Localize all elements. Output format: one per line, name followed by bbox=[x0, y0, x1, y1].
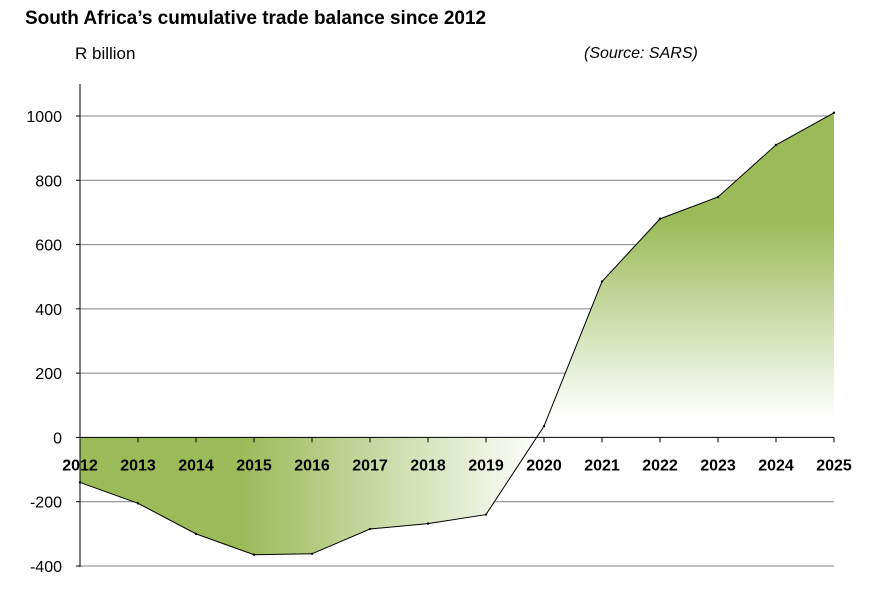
data-point bbox=[542, 424, 546, 428]
data-point bbox=[426, 522, 430, 525]
area-positive bbox=[80, 112, 834, 438]
x-tick-label: 2025 bbox=[816, 457, 852, 474]
x-tick-label: 2017 bbox=[352, 457, 388, 474]
data-point bbox=[832, 111, 836, 114]
y-tick-label: 1000 bbox=[26, 109, 62, 126]
x-tick-label: 2024 bbox=[758, 457, 794, 474]
x-tick-label: 2020 bbox=[526, 457, 562, 474]
data-point bbox=[252, 553, 256, 556]
data-point bbox=[600, 280, 604, 283]
chart-title: South Africa’s cumulative trade balance … bbox=[25, 8, 487, 29]
y-tick-label: 400 bbox=[35, 302, 62, 319]
series-line bbox=[79, 112, 835, 556]
x-tick-label: 2013 bbox=[120, 457, 156, 474]
x-tick-label: 2022 bbox=[642, 457, 678, 474]
x-tick-label: 2023 bbox=[700, 457, 736, 474]
x-tick-label: 2014 bbox=[178, 457, 214, 474]
x-tick-label: 2019 bbox=[468, 457, 504, 474]
y-tick-label: 0 bbox=[53, 430, 62, 447]
y-tick-label: 200 bbox=[35, 366, 62, 383]
y-tick-label: -400 bbox=[30, 559, 62, 576]
data-point bbox=[136, 502, 140, 505]
data-point bbox=[484, 513, 488, 516]
data-point bbox=[368, 527, 372, 531]
x-tick-label: 2012 bbox=[62, 457, 98, 474]
x-tick-label: 2016 bbox=[294, 457, 330, 474]
x-tick-label: 2015 bbox=[236, 457, 272, 474]
data-point bbox=[310, 552, 314, 555]
area-negative bbox=[80, 437, 834, 555]
data-point bbox=[716, 195, 720, 199]
y-tick-label: 600 bbox=[35, 238, 62, 255]
x-tick-label: 2018 bbox=[410, 457, 446, 474]
data-point bbox=[658, 217, 662, 221]
y-tick-label: -200 bbox=[30, 495, 62, 512]
y-tick-label: 800 bbox=[35, 173, 62, 190]
data-point bbox=[774, 143, 778, 147]
source-note: (Source: SARS) bbox=[584, 45, 698, 62]
data-point bbox=[194, 532, 198, 536]
x-tick-label: 2021 bbox=[584, 457, 620, 474]
unit-label: R billion bbox=[75, 44, 136, 63]
